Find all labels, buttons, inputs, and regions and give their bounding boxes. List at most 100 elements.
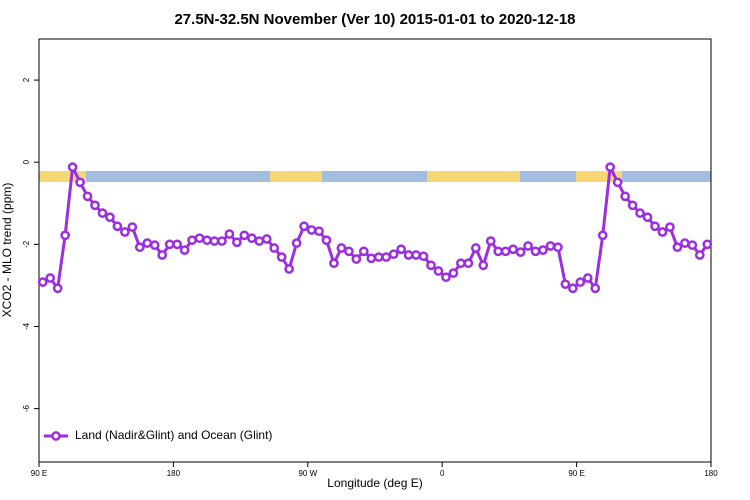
point <box>134 242 145 253</box>
point <box>463 258 474 269</box>
point <box>45 273 56 283</box>
point <box>418 251 429 262</box>
point <box>396 244 406 255</box>
x-tick-label: 0 <box>440 469 445 478</box>
point <box>373 252 384 262</box>
point <box>485 236 496 246</box>
point <box>672 242 683 253</box>
point <box>60 230 70 241</box>
point <box>411 250 421 260</box>
point <box>157 250 168 260</box>
point <box>97 208 108 218</box>
point <box>694 250 705 260</box>
point <box>470 243 481 253</box>
point <box>493 246 504 257</box>
point <box>142 238 153 248</box>
point <box>299 221 309 232</box>
point <box>90 200 100 211</box>
point <box>635 208 645 218</box>
point <box>448 268 459 278</box>
plot-frame <box>38 38 712 463</box>
point <box>75 177 85 188</box>
point <box>597 230 608 241</box>
point <box>388 249 399 260</box>
point <box>67 162 78 172</box>
point <box>82 191 93 202</box>
point <box>687 240 698 251</box>
point <box>179 245 190 255</box>
y-axis-label: XCO2 - MLO trend (ppm) <box>0 183 14 318</box>
point <box>344 246 354 257</box>
ocean-band <box>39 171 711 182</box>
point <box>284 264 294 274</box>
point <box>37 277 48 287</box>
point <box>642 212 653 223</box>
point <box>433 266 444 276</box>
point <box>680 238 690 248</box>
x-tick-label: 180 <box>704 469 718 478</box>
point <box>508 244 518 255</box>
point <box>194 233 205 244</box>
point <box>105 212 115 223</box>
series-line <box>42 161 709 293</box>
x-tick-label: 90 E <box>31 469 47 478</box>
x-axis-label: Longitude (deg E) <box>327 476 422 490</box>
point <box>403 250 414 260</box>
point <box>523 241 533 251</box>
point <box>545 241 556 251</box>
point <box>590 283 601 294</box>
point <box>612 177 623 188</box>
point <box>657 227 668 237</box>
land-band <box>576 171 622 182</box>
y-tick-label: 0 <box>22 159 31 164</box>
x-tick-label: 90 W <box>298 469 317 478</box>
point <box>530 246 541 257</box>
land-band <box>39 171 86 182</box>
point <box>426 260 436 271</box>
point <box>202 235 212 246</box>
point <box>52 283 63 294</box>
point <box>515 247 526 257</box>
land-band <box>427 171 520 182</box>
point <box>120 227 130 237</box>
point <box>276 252 287 262</box>
point <box>500 246 511 257</box>
point <box>112 221 123 232</box>
point <box>314 226 324 237</box>
point <box>321 235 332 246</box>
point <box>351 254 362 264</box>
point <box>291 238 302 248</box>
point <box>560 279 571 290</box>
point <box>149 240 160 251</box>
point <box>217 236 227 246</box>
point <box>575 277 586 287</box>
point <box>127 222 138 232</box>
point <box>441 272 451 283</box>
point <box>306 225 317 235</box>
point <box>665 222 675 232</box>
point <box>582 273 593 283</box>
point <box>538 245 548 255</box>
point <box>381 252 392 262</box>
point <box>336 243 347 253</box>
chart-title: 27.5N-32.5N November (Ver 10) 2015-01-01… <box>174 11 575 28</box>
point <box>650 221 660 232</box>
point <box>478 260 489 271</box>
point <box>568 283 578 294</box>
point <box>209 236 220 246</box>
point <box>702 239 713 250</box>
point <box>620 191 630 202</box>
point <box>329 258 339 269</box>
point <box>224 229 235 239</box>
point <box>172 239 182 250</box>
point <box>358 246 369 257</box>
point <box>261 234 272 244</box>
point <box>187 235 197 246</box>
point <box>456 258 466 269</box>
y-tick-label: -2 <box>22 240 31 248</box>
point <box>269 243 280 253</box>
x-tick-label: 180 <box>167 469 181 478</box>
y-tick-label: -6 <box>22 405 31 413</box>
x-tick-label: 90 E <box>568 469 584 478</box>
